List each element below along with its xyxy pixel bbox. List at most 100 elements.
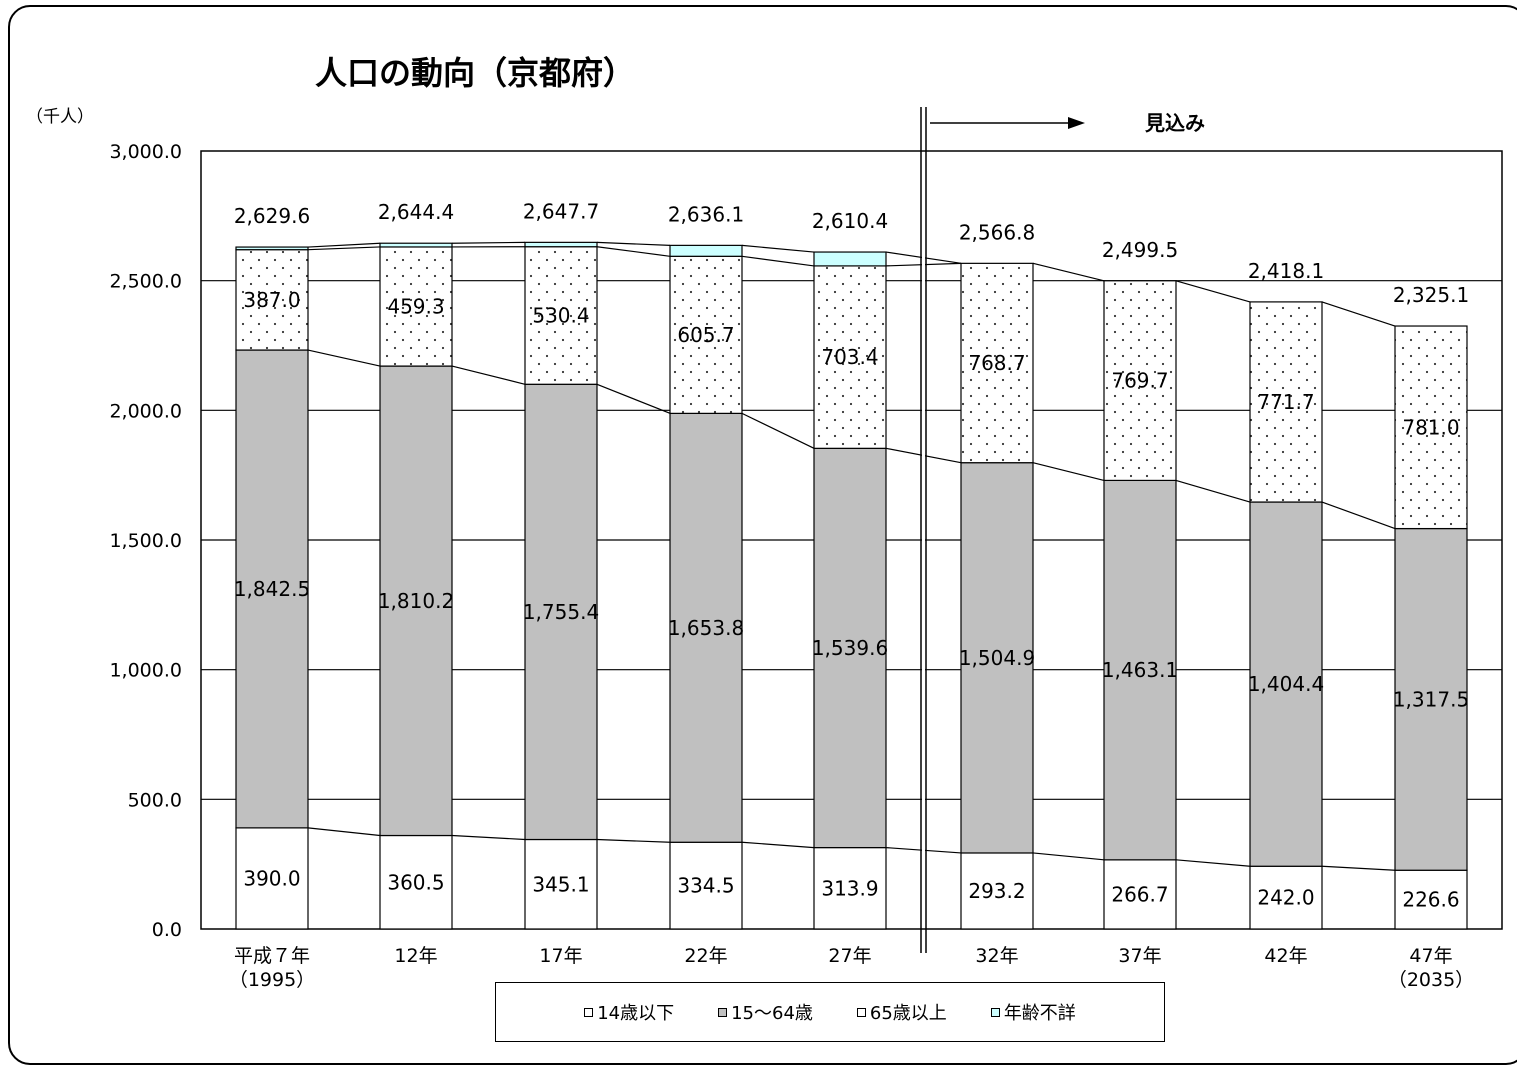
- x-tick-label: 22年: [684, 945, 727, 967]
- data-label: 313.9: [821, 876, 878, 900]
- legend: 14歳以下 15～64歳 65歳以上 年齢不詳: [495, 982, 1165, 1042]
- legend-item-15-64: 15～64歳: [718, 999, 813, 1025]
- data-label: 1,463.1: [1102, 658, 1178, 682]
- data-label: 459.3: [387, 295, 444, 319]
- series-connector-line: [308, 243, 380, 247]
- data-label: 1,810.2: [378, 589, 454, 613]
- bar-segment: [670, 245, 742, 256]
- series-connector-line: [742, 413, 814, 448]
- series-connector-line: [1322, 302, 1395, 326]
- data-label: 360.5: [387, 870, 444, 894]
- data-label: 390.0: [243, 866, 300, 890]
- total-label: 2,647.7: [523, 199, 599, 223]
- total-label: 2,566.8: [959, 220, 1035, 244]
- data-label: 781.0: [1402, 415, 1459, 439]
- series-connector-line: [1176, 281, 1250, 302]
- data-label: 1,504.9: [959, 646, 1035, 670]
- projection-divider-gap: [922, 152, 925, 928]
- x-tick-label: 37年: [1118, 945, 1161, 967]
- series-connector-line: [452, 366, 525, 384]
- x-tick-label: 32年: [975, 945, 1018, 967]
- data-label: 334.5: [677, 874, 734, 898]
- series-connector-line: [452, 836, 525, 840]
- data-label: 226.6: [1402, 888, 1459, 912]
- legend-item-unknown: 年齢不詳: [991, 999, 1076, 1025]
- y-tick-label: 3,000.0: [109, 141, 182, 163]
- data-label: 345.1: [532, 872, 589, 896]
- series-connector-line: [1176, 860, 1250, 866]
- projection-note: 見込み: [1145, 111, 1205, 135]
- y-tick-label: 0.0: [152, 919, 182, 941]
- x-tick-label: 12年: [394, 945, 437, 967]
- series-connector-line: [1033, 463, 1104, 481]
- series-connector-line: [742, 256, 814, 266]
- series-connector-line: [308, 247, 380, 250]
- data-label: 1,842.5: [234, 577, 310, 601]
- data-label: 769.7: [1111, 369, 1168, 393]
- y-tick-label: 2,000.0: [109, 400, 182, 422]
- data-label: 703.4: [821, 345, 878, 369]
- legend-swatch-unknown: [991, 1008, 1000, 1017]
- legend-label-14-under: 14歳以下: [597, 999, 674, 1025]
- legend-label-unknown: 年齢不詳: [1004, 999, 1076, 1025]
- y-tick-label: 1,500.0: [109, 530, 182, 552]
- legend-item-65-over: 65歳以上: [857, 999, 947, 1025]
- data-label: 293.2: [968, 879, 1025, 903]
- projection-arrow-head: [1068, 117, 1085, 129]
- total-label: 2,499.5: [1102, 238, 1178, 262]
- data-label: 242.0: [1257, 886, 1314, 910]
- series-connector-line: [597, 384, 670, 413]
- series-connector-line: [1322, 502, 1395, 529]
- total-label: 2,636.1: [668, 202, 744, 226]
- legend-label-15-64: 15～64歳: [731, 999, 813, 1025]
- x-tick-label: 17年: [539, 945, 582, 967]
- y-tick-label: 500.0: [128, 789, 182, 811]
- bar-segment: [525, 242, 597, 246]
- data-label: 771.7: [1257, 390, 1314, 414]
- legend-swatch-15-64: [718, 1008, 727, 1017]
- legend-label-65-over: 65歳以上: [870, 999, 947, 1025]
- x-tick-label: （2035）: [1388, 969, 1474, 991]
- series-connector-line: [742, 245, 814, 252]
- chart-title: 人口の動向（京都府）: [315, 54, 635, 92]
- data-label: 387.0: [243, 288, 300, 312]
- total-label: 2,610.4: [812, 209, 888, 233]
- series-connector-line: [597, 840, 670, 843]
- series-connector-line: [1176, 480, 1250, 502]
- total-label: 2,418.1: [1248, 259, 1324, 283]
- legend-swatch-65-over: [857, 1008, 866, 1017]
- data-label: 1,653.8: [668, 616, 744, 640]
- total-label: 2,325.1: [1393, 283, 1469, 307]
- bar-segment: [814, 252, 886, 266]
- series-connector-line: [597, 247, 670, 257]
- series-connector-line: [597, 242, 670, 245]
- total-label: 2,644.4: [378, 200, 454, 224]
- series-connector-line: [1033, 853, 1104, 860]
- bar-segment: [380, 243, 452, 247]
- x-tick-label: 平成７年: [234, 945, 310, 967]
- y-tick-label: 2,500.0: [109, 271, 182, 293]
- series-connector-line: [308, 350, 380, 366]
- data-label: 266.7: [1111, 882, 1168, 906]
- data-label: 1,539.6: [812, 636, 888, 660]
- y-unit-label: （千人）: [26, 107, 94, 127]
- data-label: 605.7: [677, 323, 734, 347]
- series-connector-line: [308, 828, 380, 836]
- data-label: 1,755.4: [523, 600, 599, 624]
- x-tick-label: 47年: [1409, 945, 1452, 967]
- legend-swatch-14-under: [584, 1008, 593, 1017]
- data-label: 1,404.4: [1248, 672, 1324, 696]
- legend-item-14-under: 14歳以下: [584, 999, 674, 1025]
- x-tick-label: 42年: [1264, 945, 1307, 967]
- y-tick-label: 1,000.0: [109, 660, 182, 682]
- data-label: 530.4: [532, 303, 589, 327]
- x-tick-label: （1995）: [229, 969, 315, 991]
- total-label: 2,629.6: [234, 204, 310, 228]
- data-label: 768.7: [968, 351, 1025, 375]
- series-connector-line: [1033, 263, 1104, 280]
- series-connector-line: [1322, 866, 1395, 870]
- series-connector-line: [742, 842, 814, 847]
- bar-segment: [236, 247, 308, 250]
- data-label: 1,317.5: [1393, 687, 1469, 711]
